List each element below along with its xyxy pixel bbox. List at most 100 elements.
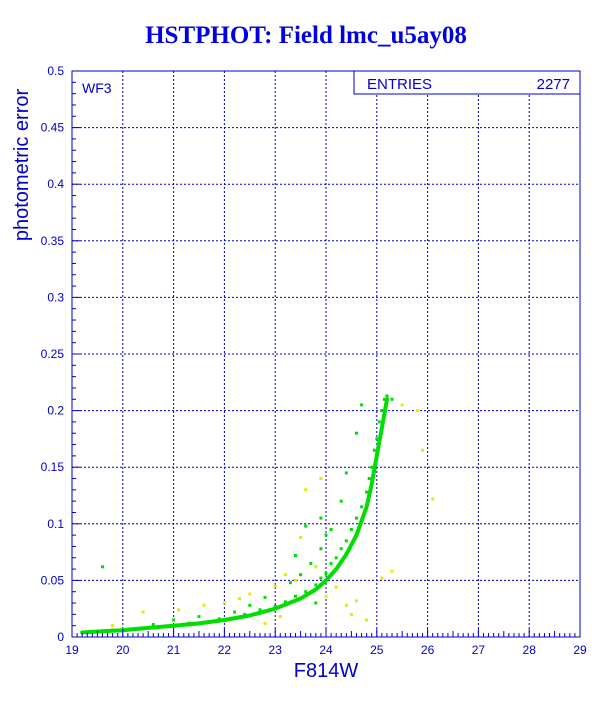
data-point: [367, 477, 371, 480]
data-point: [304, 590, 308, 594]
data-point: [197, 615, 201, 619]
data-point: [349, 528, 353, 531]
data-point: [131, 627, 135, 631]
x-tick-label: 26: [421, 643, 435, 657]
x-tick-label: 29: [573, 643, 587, 657]
data-point: [319, 547, 323, 551]
data-point: [355, 516, 358, 520]
stats-entries-value: 2277: [537, 76, 570, 93]
data-point: [85, 631, 89, 634]
data-point: [380, 409, 384, 413]
data-point: [299, 573, 303, 577]
data-point: [233, 610, 237, 614]
data-point: [339, 547, 343, 551]
outlier-point: [248, 592, 252, 596]
data-point: [101, 565, 104, 569]
data-point: [283, 600, 287, 604]
data-point: [319, 516, 323, 520]
outlier-point: [431, 497, 435, 501]
data-point: [365, 490, 369, 494]
outlier-point: [349, 612, 353, 616]
outlier-point: [421, 448, 424, 452]
data-point: [288, 581, 292, 585]
stats-entries-label: ENTRIES: [367, 76, 432, 93]
data-point: [390, 397, 394, 401]
outlier-point: [278, 615, 282, 619]
data-point: [329, 528, 333, 531]
data-point: [324, 572, 328, 576]
data-point: [314, 601, 318, 605]
outlier-point: [273, 584, 277, 588]
data-point: [385, 394, 389, 398]
data-point: [294, 594, 297, 598]
data-point: [111, 628, 115, 632]
data-points: [80, 394, 435, 635]
data-point: [355, 431, 358, 435]
panel-label: WF3: [82, 80, 112, 96]
data-point: [382, 397, 386, 401]
x-tick-label: 28: [523, 643, 537, 657]
data-point: [370, 465, 374, 469]
outlier-point: [299, 535, 303, 539]
data-point: [375, 437, 379, 441]
outlier-point: [324, 594, 328, 598]
data-point: [217, 617, 221, 621]
y-tick-label: 0.05: [41, 573, 65, 587]
data-point: [161, 625, 165, 629]
y-tick-label: 0.15: [41, 460, 65, 474]
outlier-point: [334, 585, 338, 589]
data-point: [360, 403, 364, 407]
y-tick-label: 0.35: [41, 234, 65, 248]
outlier-point: [294, 578, 297, 582]
x-tick-label: 19: [65, 643, 79, 657]
y-tick-label: 0.5: [47, 64, 64, 78]
data-point: [258, 608, 262, 612]
outlier-point: [390, 569, 394, 573]
x-tick-label: 20: [116, 643, 130, 657]
x-tick-label: 24: [319, 643, 333, 657]
data-point: [263, 595, 267, 599]
data-point: [309, 561, 313, 565]
data-point: [314, 583, 318, 587]
x-tick-label: 23: [269, 643, 283, 657]
y-tick-label: 0.2: [47, 404, 64, 418]
x-axis-ticks: 19 20 21 22 23 24 25 26 27 28 29: [65, 629, 587, 657]
data-point: [324, 533, 328, 537]
x-axis-label: F814W: [294, 660, 359, 682]
data-point: [377, 420, 381, 424]
y-axis-label: photometric error: [11, 89, 33, 242]
outlier-point: [111, 624, 115, 628]
data-point: [319, 576, 323, 580]
outlier-point: [319, 477, 323, 480]
outlier-point: [314, 565, 318, 569]
outlier-point: [177, 608, 181, 612]
data-point: [273, 604, 277, 608]
grid-lines: [72, 71, 580, 637]
outlier-point: [304, 488, 308, 492]
data-point: [339, 499, 343, 503]
data-point: [360, 505, 364, 509]
outlier-point: [355, 599, 358, 603]
outlier-point: [415, 409, 419, 413]
outlier-point: [238, 597, 242, 600]
data-point: [151, 623, 155, 626]
data-point: [248, 603, 252, 607]
outlier-point: [380, 576, 384, 580]
data-point: [172, 618, 176, 622]
chart-title: HSTPHOT: Field lmc_u5ay08: [145, 22, 467, 49]
x-tick-label: 25: [370, 643, 384, 657]
outlier-point: [141, 610, 145, 614]
x-tick-label: 22: [218, 643, 232, 657]
outlier-point: [365, 618, 369, 622]
outlier-point: [222, 601, 226, 605]
data-point: [294, 554, 297, 557]
data-point: [344, 539, 348, 543]
y-tick-label: 0.1: [47, 517, 64, 531]
data-point: [187, 621, 191, 625]
data-point: [334, 556, 338, 560]
series-trend-line: [80, 397, 389, 635]
data-point: [344, 471, 348, 475]
outlier-point: [263, 621, 267, 625]
